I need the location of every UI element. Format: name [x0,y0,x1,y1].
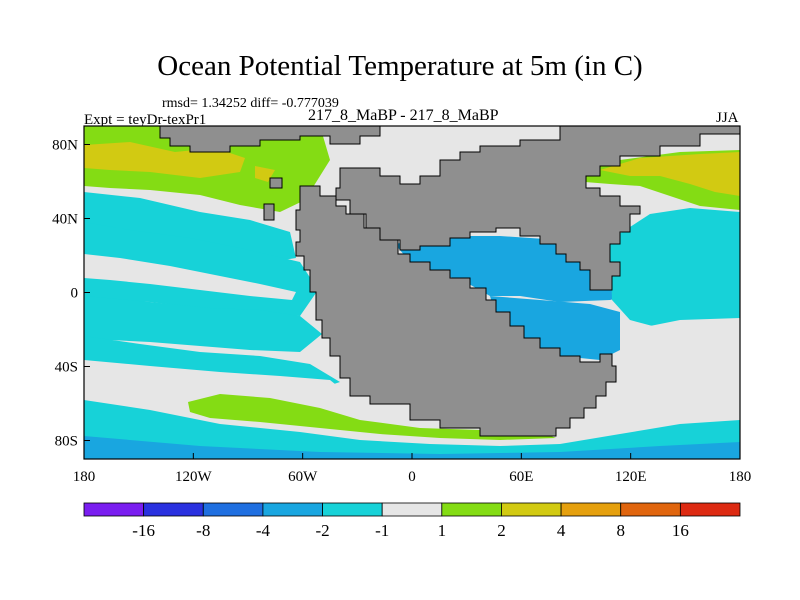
southern-band-warm [188,394,556,440]
colorbar-box [679,502,741,517]
x-tick-label: 60E [509,469,533,485]
southern-east-neutral [600,370,740,410]
north-atlantic-warm [600,152,740,196]
east-ocean-cool [610,208,740,340]
plot-title: Ocean Potential Temperature at 5m (in C) [157,50,643,82]
colorbar-box [441,502,502,517]
subtropical-cool-north [84,192,296,262]
colorbar-box [560,502,622,517]
land-western-continent [295,185,617,437]
southern-ocean-cool [84,400,740,459]
y-axis-ticks: 80N 40N 0 40S 80S [52,138,90,450]
season-label: JJA [716,110,739,126]
colorbar-box [620,502,681,517]
colorbar-box [381,502,443,517]
colorbar-box [262,502,323,517]
colorbar-label: 16 [672,521,689,540]
x-tick-label: 180 [73,469,96,485]
colorbar-label: 2 [497,521,506,540]
x-tick-label: 60W [288,469,318,485]
colorbar-label: -16 [132,521,155,540]
land-island-b [269,177,283,189]
east-ocean-neutral [630,318,740,366]
colorbar-label: -1 [375,521,389,540]
y-tick-label: 80N [52,138,78,154]
x-tick-label: 120W [175,469,213,485]
x-tick-label: 120E [615,469,647,485]
pacific-cool-b [84,296,322,352]
colorbar: -16 -8 -4 -2 -1 1 2 4 8 16 [83,502,741,540]
pacific-neutral-band [84,254,296,300]
colorbar-label: -8 [196,521,210,540]
land-island [263,203,275,221]
map-field [84,126,740,459]
colorbar-box [83,502,145,517]
rmsd-diff-stats: rmsd= 1.34252 diff= -0.777039 [162,96,339,111]
colorbar-box [202,502,264,517]
y-tick-label: 40N [52,212,78,228]
y-tick-label: 40S [55,360,78,376]
colorbar-box [143,502,204,517]
colorbar-box [501,502,562,517]
y-tick-label: 80S [55,434,78,450]
colorbar-box [322,502,383,517]
y-tick-label: 0 [71,286,79,302]
land-arctic [159,126,381,153]
experiment-name: 217_8_MaBP - 217_8_MaBP [308,107,499,124]
colorbar-label: -2 [315,521,329,540]
land-northern-continent [335,126,740,291]
southern-ocean-cool-b [84,436,740,459]
colorbar-label: 4 [557,521,566,540]
x-tick-label: 0 [408,469,416,485]
southern-neutral [84,360,350,404]
x-tick-label: 180 [729,469,752,485]
x-axis-ticks: 180 120W 60W 0 60E 120E 180 [73,453,752,485]
colorbar-label: -4 [256,521,271,540]
colorbar-label: 1 [438,521,447,540]
colorbar-label: 8 [616,521,625,540]
experiment-label: Expt = teyDr-texPr1 [84,112,207,128]
